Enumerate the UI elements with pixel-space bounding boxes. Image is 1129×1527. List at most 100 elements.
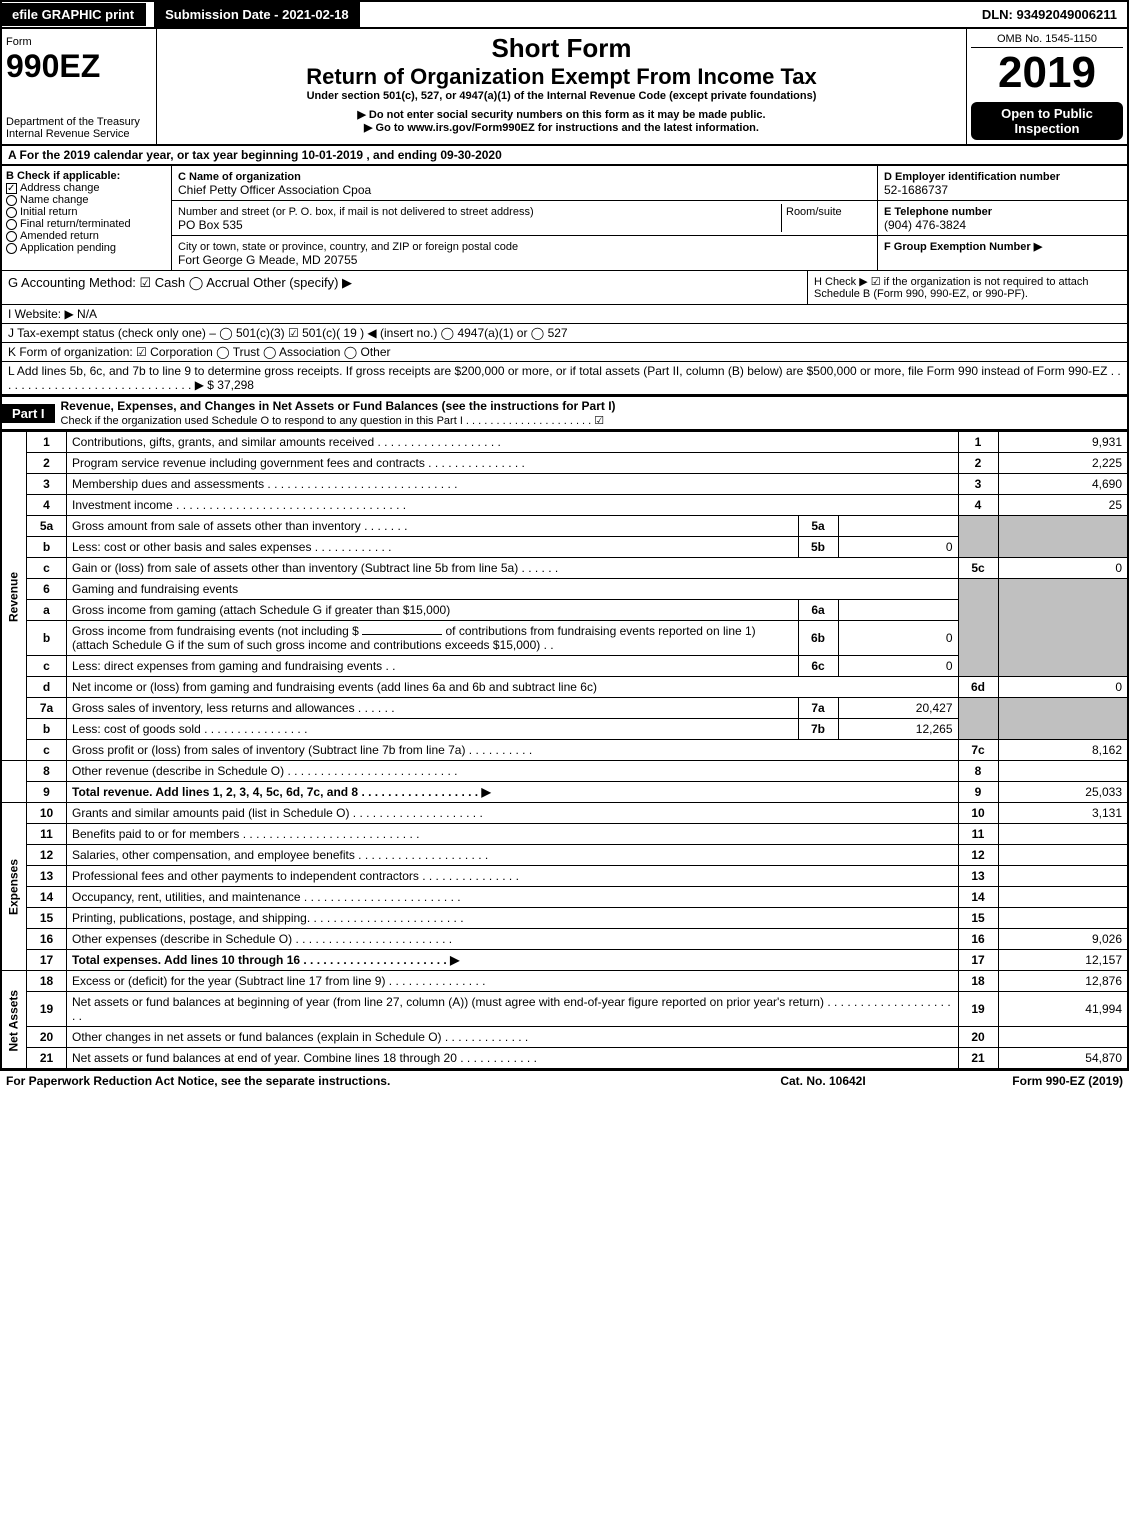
main-title: Return of Organization Exempt From Incom… bbox=[163, 64, 960, 90]
line-3-amt: 4,690 bbox=[998, 474, 1128, 495]
line-18-text: Excess or (deficit) for the year (Subtra… bbox=[67, 971, 959, 992]
line-1-box: 1 bbox=[958, 432, 998, 453]
gray-block-7 bbox=[958, 698, 998, 740]
tax-year: 2019 bbox=[971, 48, 1123, 98]
line-2-box: 2 bbox=[958, 453, 998, 474]
line-18-amt: 12,876 bbox=[998, 971, 1128, 992]
box-b: B Check if applicable: Address change Na… bbox=[2, 166, 172, 270]
checkbox-name-change[interactable] bbox=[6, 195, 17, 206]
form-header: Form 990EZ Department of the Treasury In… bbox=[0, 29, 1129, 146]
gray-block-7b bbox=[998, 698, 1128, 740]
goto-link[interactable]: ▶ Go to www.irs.gov/Form990EZ for instru… bbox=[163, 121, 960, 134]
line-4-num: 4 bbox=[27, 495, 67, 516]
line-k: K Form of organization: ☑ Corporation ◯ … bbox=[0, 343, 1129, 362]
line-17-amt: 12,157 bbox=[998, 950, 1128, 971]
line-7c-box: 7c bbox=[958, 740, 998, 761]
line-6a-sub: 6a bbox=[798, 600, 838, 621]
line-2-amt: 2,225 bbox=[998, 453, 1128, 474]
footer: For Paperwork Reduction Act Notice, see … bbox=[0, 1070, 1129, 1091]
line-6b-t1: Gross income from fundraising events (no… bbox=[72, 624, 359, 638]
checkbox-amended[interactable] bbox=[6, 231, 17, 242]
line-21-text: Net assets or fund balances at end of ye… bbox=[67, 1048, 959, 1070]
line-6a-num: a bbox=[27, 600, 67, 621]
checkbox-pending[interactable] bbox=[6, 243, 17, 254]
line-1-amt: 9,931 bbox=[998, 432, 1128, 453]
line-9-amt: 25,033 bbox=[998, 782, 1128, 803]
part1-label: Part I bbox=[2, 404, 55, 423]
dept-treasury: Department of the Treasury bbox=[6, 116, 140, 128]
gray-block-6b bbox=[998, 579, 1128, 677]
line-20-num: 20 bbox=[27, 1027, 67, 1048]
line-9-num: 9 bbox=[27, 782, 67, 803]
part1-title: Revenue, Expenses, and Changes in Net As… bbox=[61, 399, 616, 413]
gray-block-5b bbox=[998, 516, 1128, 558]
line-5c-box: 5c bbox=[958, 558, 998, 579]
checkbox-initial-return[interactable] bbox=[6, 207, 17, 218]
box-e-label: E Telephone number bbox=[884, 206, 992, 218]
line-14-num: 14 bbox=[27, 887, 67, 908]
addr-change-label: Address change bbox=[20, 182, 100, 194]
line-17-num: 17 bbox=[27, 950, 67, 971]
submission-date: Submission Date - 2021-02-18 bbox=[154, 2, 360, 27]
line-11-amt bbox=[998, 824, 1128, 845]
short-form-title: Short Form bbox=[163, 33, 960, 64]
line-20-text: Other changes in net assets or fund bala… bbox=[67, 1027, 959, 1048]
line-7b-num: b bbox=[27, 719, 67, 740]
line-6b-sv: 0 bbox=[838, 621, 958, 656]
line-13-num: 13 bbox=[27, 866, 67, 887]
line-7b-text: Less: cost of goods sold . . . . . . . .… bbox=[67, 719, 799, 740]
line-6d-amt: 0 bbox=[998, 677, 1128, 698]
financial-table: Revenue 1 Contributions, gifts, grants, … bbox=[0, 431, 1129, 1070]
checkbox-address-change[interactable] bbox=[6, 183, 17, 194]
final-return-label: Final return/terminated bbox=[20, 218, 131, 230]
line-8-num: 8 bbox=[27, 761, 67, 782]
line-4-amt: 25 bbox=[998, 495, 1128, 516]
line-2-text: Program service revenue including govern… bbox=[67, 453, 959, 474]
line-6b-num: b bbox=[27, 621, 67, 656]
line-15-box: 15 bbox=[958, 908, 998, 929]
line-17-text: Total expenses. Add lines 10 through 16 … bbox=[67, 950, 959, 971]
dln-number: DLN: 93492049006211 bbox=[972, 3, 1127, 26]
line-19-box: 19 bbox=[958, 992, 998, 1027]
line-11-text: Benefits paid to or for members . . . . … bbox=[67, 824, 959, 845]
gray-block-6 bbox=[958, 579, 998, 677]
line-6a-text: Gross income from gaming (attach Schedul… bbox=[67, 600, 799, 621]
line-4-box: 4 bbox=[958, 495, 998, 516]
omb-number: OMB No. 1545-1150 bbox=[971, 33, 1123, 48]
line-13-box: 13 bbox=[958, 866, 998, 887]
line-19-num: 19 bbox=[27, 992, 67, 1027]
line-15-amt bbox=[998, 908, 1128, 929]
box-d-label: D Employer identification number bbox=[884, 171, 1060, 183]
revenue-section-label: Revenue bbox=[1, 432, 27, 761]
line-14-box: 14 bbox=[958, 887, 998, 908]
org-name: Chief Petty Officer Association Cpoa bbox=[178, 183, 371, 197]
line-7a-num: 7a bbox=[27, 698, 67, 719]
line-6d-text: Net income or (loss) from gaming and fun… bbox=[67, 677, 959, 698]
line-19-text: Net assets or fund balances at beginning… bbox=[67, 992, 959, 1027]
gray-block-5 bbox=[958, 516, 998, 558]
efile-print-button[interactable]: efile GRAPHIC print bbox=[2, 3, 146, 26]
line-5b-sv: 0 bbox=[838, 537, 958, 558]
line-h: H Check ▶ ☑ if the organization is not r… bbox=[807, 271, 1127, 304]
line-1-num: 1 bbox=[27, 432, 67, 453]
line-6d-num: d bbox=[27, 677, 67, 698]
line-3-num: 3 bbox=[27, 474, 67, 495]
line-21-amt: 54,870 bbox=[998, 1048, 1128, 1070]
line-16-text: Other expenses (describe in Schedule O) … bbox=[67, 929, 959, 950]
ein-value: 52-1686737 bbox=[884, 183, 948, 197]
line-21-num: 21 bbox=[27, 1048, 67, 1070]
line-6b-sub: 6b bbox=[798, 621, 838, 656]
line-6c-num: c bbox=[27, 656, 67, 677]
line-19-amt: 41,994 bbox=[998, 992, 1128, 1027]
checkbox-final-return[interactable] bbox=[6, 219, 17, 230]
phone-value: (904) 476-3824 bbox=[884, 218, 966, 232]
line-16-box: 16 bbox=[958, 929, 998, 950]
line-12-text: Salaries, other compensation, and employ… bbox=[67, 845, 959, 866]
line-5a-sv bbox=[838, 516, 958, 537]
footer-left: For Paperwork Reduction Act Notice, see … bbox=[6, 1074, 723, 1088]
line-3-box: 3 bbox=[958, 474, 998, 495]
line-7a-sv: 20,427 bbox=[838, 698, 958, 719]
pending-label: Application pending bbox=[20, 242, 116, 254]
open-inspection: Open to Public Inspection bbox=[971, 102, 1123, 140]
line-7b-sv: 12,265 bbox=[838, 719, 958, 740]
